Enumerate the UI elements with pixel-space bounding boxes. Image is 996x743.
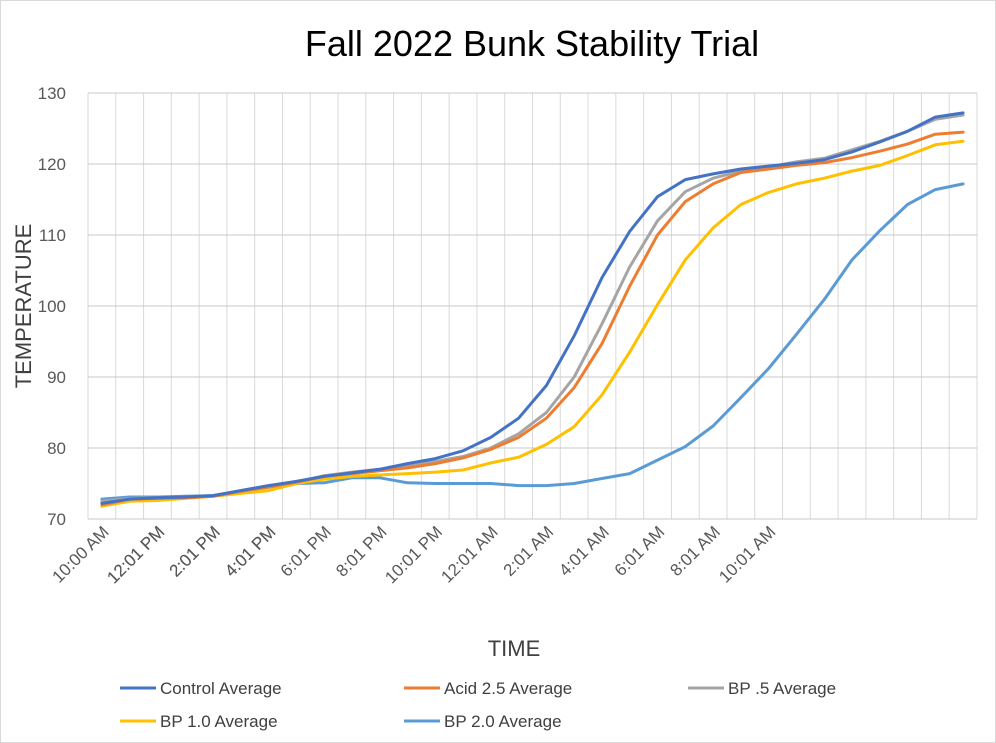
- x-tick-label: 10:01 PM: [381, 522, 446, 587]
- legend-label-acid-2-5-average: Acid 2.5 Average: [444, 679, 572, 698]
- x-tick-label: 10:01 AM: [715, 522, 779, 586]
- y-tick-label: 120: [38, 155, 66, 174]
- x-tick-label: 12:01 AM: [437, 522, 501, 586]
- x-tick-label: 10:00 AM: [48, 522, 112, 586]
- series-lines: [100, 111, 965, 508]
- y-axis-title: TEMPERATURE: [11, 224, 36, 389]
- x-tick-label: 4:01 PM: [221, 522, 279, 580]
- y-tick-label: 80: [47, 439, 66, 458]
- x-tick-label: 2:01 PM: [166, 522, 224, 580]
- legend-label-control-average: Control Average: [160, 679, 282, 698]
- y-tick-label: 110: [39, 226, 66, 245]
- chart-title: Fall 2022 Bunk Stability Trial: [305, 23, 759, 64]
- legend: Control Average Acid 2.5 Average BP .5 Ave…: [120, 679, 836, 731]
- x-tick-label: 4:01 AM: [555, 522, 613, 580]
- x-tick-label: 8:01 AM: [666, 522, 724, 580]
- y-tick-label: 90: [47, 368, 66, 387]
- x-tick-label: 2:01 AM: [500, 522, 558, 580]
- y-tick-label: 100: [38, 297, 66, 316]
- legend-label-bp-5-average: BP .5 Average: [728, 679, 836, 698]
- legend-label-bp-1-0-average: BP 1.0 Average: [160, 712, 278, 731]
- x-axis-title: TIME: [488, 636, 541, 661]
- x-tick-label: 6:01 AM: [611, 522, 669, 580]
- series-line-control-average: [100, 111, 965, 505]
- grid: [87, 92, 978, 520]
- y-tick-label: 130: [38, 84, 66, 103]
- y-tick-label: 70: [47, 510, 66, 529]
- y-axis-ticks: 70 80 90 100 110 120 130: [38, 84, 66, 529]
- legend-label-bp-2-0-average: BP 2.0 Average: [444, 712, 562, 731]
- x-tick-label: 6:01 PM: [277, 522, 335, 580]
- x-tick-label: 12:01 PM: [103, 522, 168, 587]
- series-line-bp-1-0-average: [100, 139, 965, 508]
